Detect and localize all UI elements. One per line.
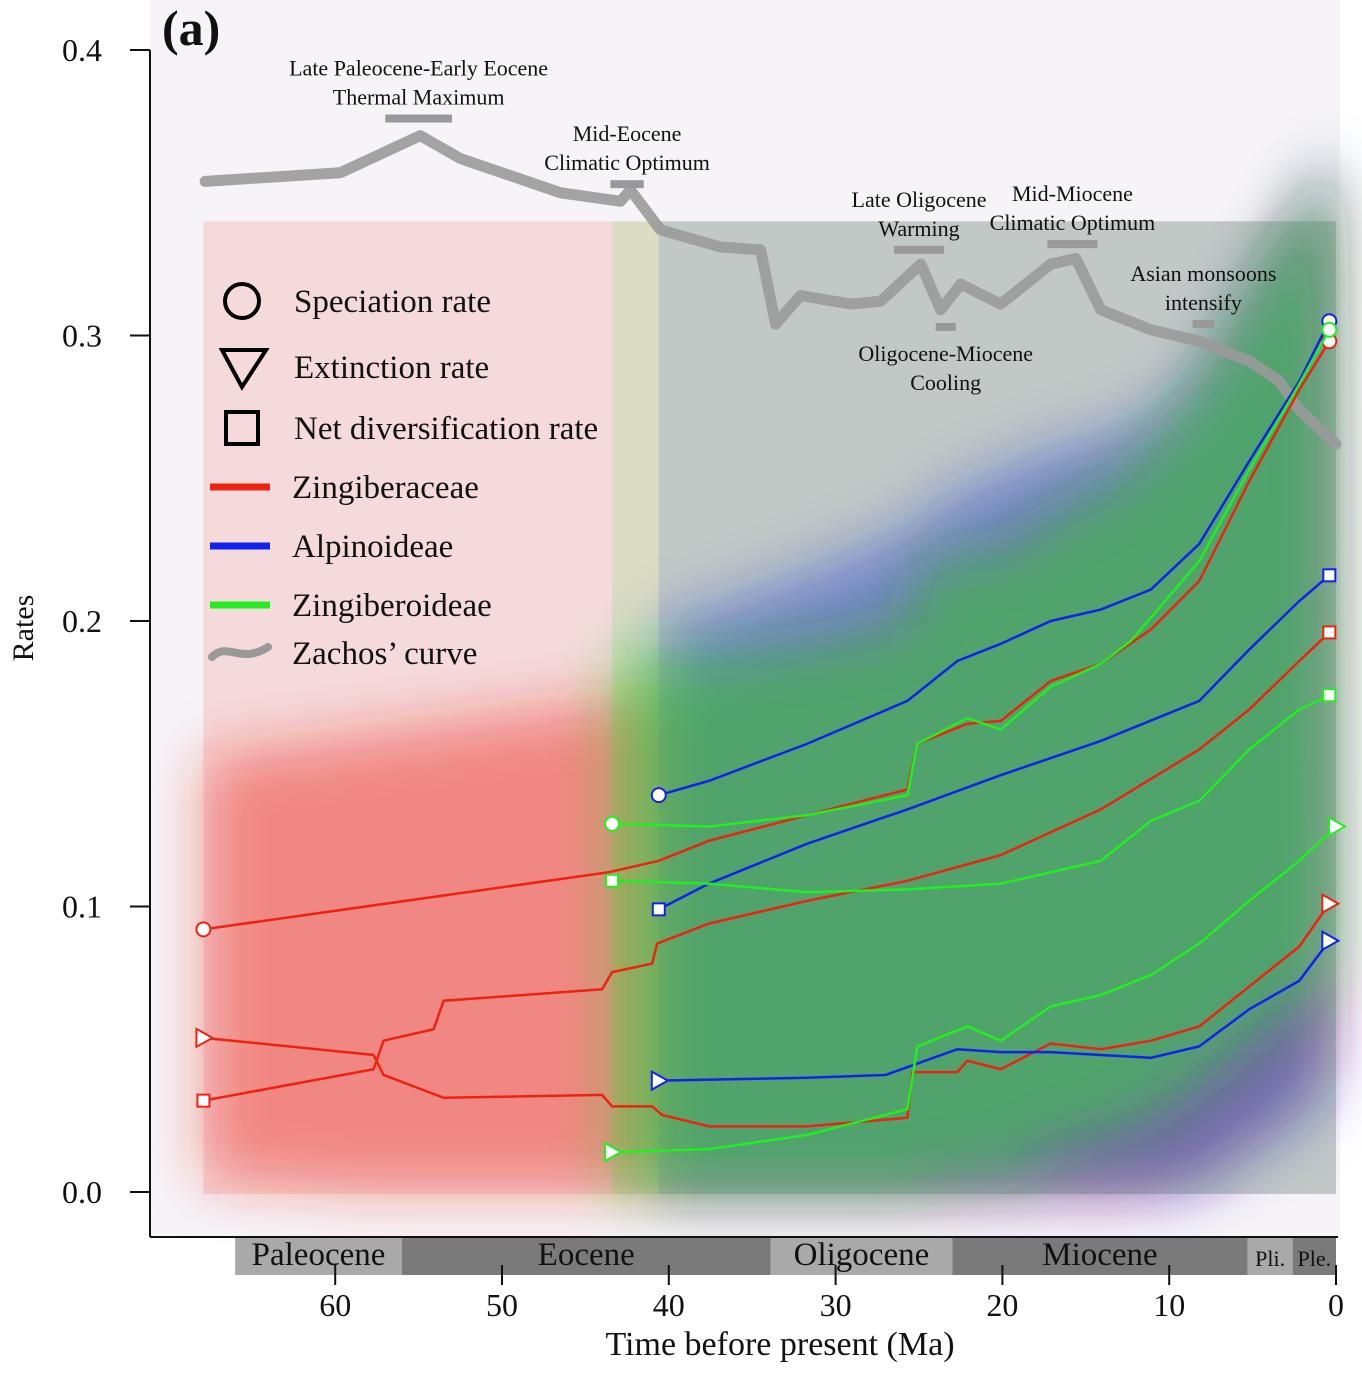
annotation-label: Mid-Eocene <box>573 121 682 146</box>
x-tick-label: 0 <box>1328 1287 1344 1323</box>
annotation-bar <box>893 245 945 254</box>
legend-label: Zingiberaceae <box>292 470 479 506</box>
speciation-marker <box>195 921 212 938</box>
epoch-label: Eocene <box>538 1237 635 1273</box>
extinction-marker <box>650 1069 670 1092</box>
annotation-bar <box>385 114 452 123</box>
panel-label: (a) <box>162 0 220 56</box>
annotation-label: Asian monsoons <box>1130 261 1276 286</box>
legend-label: Zingiberoideae <box>292 588 492 624</box>
legend-label: Extinction rate <box>294 350 489 386</box>
annotation-label: Warming <box>878 216 959 241</box>
annotations: Late Paleocene-Early Eocene Thermal Maxim… <box>289 56 1276 395</box>
x-tick-label: 20 <box>986 1287 1018 1323</box>
epoch-label: Pli. <box>1255 1246 1285 1271</box>
speciation-marker <box>604 815 621 832</box>
annotation-label: Climatic Optimum <box>990 210 1156 235</box>
net-diversification-marker <box>1322 625 1337 640</box>
band-wash-zingiberoideae <box>612 221 1336 1195</box>
speciation-marker <box>650 787 667 804</box>
annotation-label: Oligocene-Miocene <box>858 341 1033 366</box>
net-diversification-marker <box>605 873 620 888</box>
axes: 0.0 0.1 0.2 0.3 0.4 Paleocene Eocene Oligocene M… <box>62 32 1344 1323</box>
epoch-label: Paleocene <box>252 1237 386 1273</box>
legend-square-icon <box>224 410 260 446</box>
annotation-bar <box>935 322 956 331</box>
epoch-bar <box>401 1238 771 1275</box>
legend-label: Alpinoideae <box>292 529 453 565</box>
epoch-bar <box>1292 1238 1336 1275</box>
annotation-label: Late Paleocene-Early Eocene <box>289 56 548 81</box>
alpinoideae-speciation-line <box>658 320 1331 797</box>
confidence-bands <box>150 0 1340 1236</box>
legend-label: Zachos’ curve <box>292 636 477 672</box>
annotation-label: Late Oligocene <box>852 187 987 212</box>
y-tick-label: 0.4 <box>62 32 102 68</box>
zachos-curve-layer <box>199 130 1342 450</box>
annotation-label: intensify <box>1165 290 1242 315</box>
annotation-label: Mid-Miocene <box>1012 181 1133 206</box>
extinction-marker <box>604 1141 624 1163</box>
epoch-label: Ple. <box>1298 1246 1332 1271</box>
epoch-bar <box>1247 1238 1293 1275</box>
epoch-bar <box>770 1238 953 1275</box>
annotation-label: Climatic Optimum <box>544 150 710 175</box>
zingiberoideae-speciation-line <box>612 329 1331 828</box>
legend-label: Speciation rate <box>294 284 491 320</box>
x-tick-label: 50 <box>486 1287 518 1323</box>
annotation-label: Cooling <box>910 370 981 395</box>
alpinoideae-extinction-line <box>658 940 1331 1082</box>
annotation-bar <box>1192 320 1215 329</box>
speciation-marker <box>1321 321 1338 338</box>
net-diversification-marker <box>196 1093 211 1108</box>
y-tick-label: 0.1 <box>62 889 102 925</box>
x-tick-label: 10 <box>1153 1287 1185 1323</box>
epoch-label: Miocene <box>1042 1237 1157 1273</box>
x-tick-label: 40 <box>653 1287 685 1323</box>
legend-circle-icon <box>223 282 261 320</box>
zingiberaceae-speciation-line <box>203 340 1331 931</box>
y-tick-label: 0.3 <box>62 318 102 354</box>
net-diversification-marker <box>1322 568 1337 583</box>
x-tick-label: 30 <box>820 1287 852 1323</box>
legend: Speciation rate Extinction rate Net divers… <box>208 282 598 672</box>
y-tick-label: 0.0 <box>62 1174 102 1210</box>
legend-zachos-swatch <box>208 643 272 661</box>
net-diversification-marker <box>1322 688 1337 703</box>
y-axis-label: Rates <box>7 595 40 662</box>
zingiberaceae-net-line <box>203 631 1331 1102</box>
extinction-marker <box>195 1027 215 1049</box>
net-diversification-marker <box>651 902 666 917</box>
rate-lines <box>195 313 1348 1163</box>
band-zingiberoideae <box>612 158 1336 1193</box>
legend-triangle-icon <box>218 348 270 391</box>
annotation-bar <box>610 180 644 189</box>
annotation-bar <box>1047 240 1098 249</box>
zingiberoideae-extinction-line <box>612 825 1337 1154</box>
zingiberoideae-net-line <box>612 694 1330 894</box>
x-tick-label: 60 <box>319 1287 351 1323</box>
x-axis-label: Time before present (Ma) <box>605 1326 954 1363</box>
annotation-label: Thermal Maximum <box>333 85 505 110</box>
alpinoideae-net-line <box>658 574 1331 911</box>
extinction-marker <box>1328 815 1348 838</box>
extinction-marker <box>1321 892 1341 915</box>
epoch-bar <box>235 1238 402 1275</box>
extinction-marker <box>1321 930 1341 952</box>
y-tick-label: 0.2 <box>62 603 102 639</box>
epoch-label: Oligocene <box>794 1237 930 1273</box>
legend-label: Net diversification rate <box>294 411 598 447</box>
zachos-curve <box>199 130 1342 450</box>
